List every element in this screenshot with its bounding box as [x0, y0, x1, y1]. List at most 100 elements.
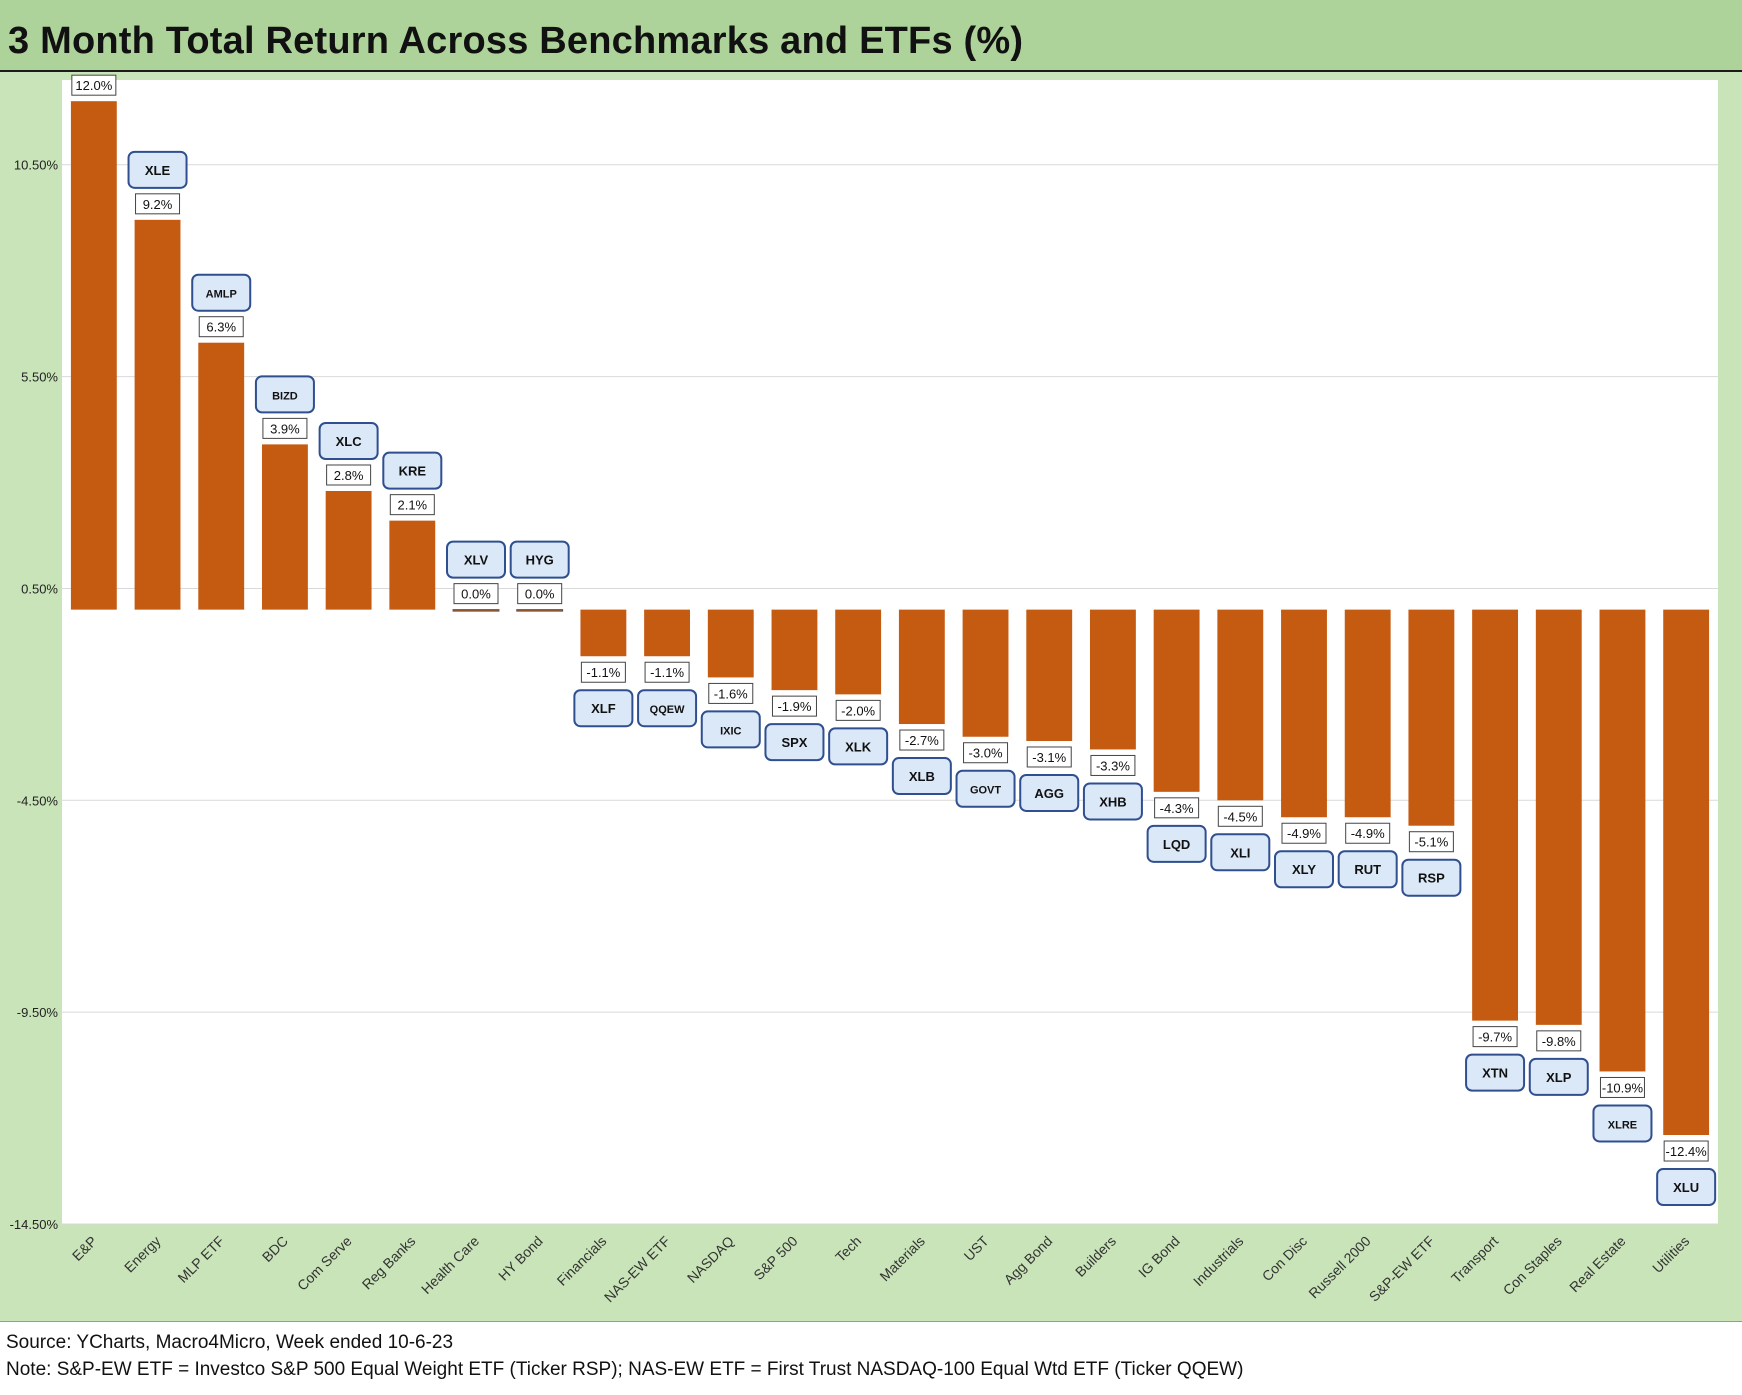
data-label-box — [963, 742, 1009, 764]
y-tick-label: -4.50% — [17, 793, 59, 808]
ticker-label: XLB — [909, 769, 935, 784]
data-label: 12.0% — [75, 78, 112, 93]
data-label: -1.1% — [650, 665, 684, 680]
x-tick-label: E&P — [69, 1233, 100, 1264]
data-label-box — [771, 695, 817, 717]
ticker-label: RUT — [1354, 862, 1381, 877]
ticker-box — [637, 689, 698, 728]
ticker-box — [955, 769, 1016, 808]
plot-area — [62, 80, 1718, 1224]
bar — [1599, 609, 1646, 1072]
data-label: -4.9% — [1351, 826, 1385, 841]
data-label-box — [708, 682, 754, 704]
x-tick-label: Tech — [832, 1233, 864, 1265]
data-label: -4.3% — [1160, 801, 1194, 816]
x-tick-label: Com Serve — [294, 1233, 355, 1294]
ticker-box — [1465, 1053, 1526, 1092]
bar — [325, 490, 372, 610]
ticker-label: XLC — [336, 434, 363, 449]
data-label: -1.9% — [777, 699, 811, 714]
data-label: -3.3% — [1096, 758, 1130, 773]
ticker-label: XLY — [1292, 862, 1316, 877]
bar — [1344, 609, 1391, 818]
ticker-label: SPX — [781, 735, 807, 750]
data-label-box — [326, 464, 372, 486]
bar — [707, 609, 754, 678]
bar — [1089, 609, 1136, 750]
data-label-box — [389, 494, 435, 516]
ticker-box — [1401, 858, 1462, 897]
ticker-label: AGG — [1034, 786, 1064, 801]
ticker-box — [254, 375, 315, 414]
x-tick-label: Con Disc — [1259, 1233, 1310, 1284]
ticker-label: AMLP — [206, 289, 237, 301]
x-tick-label: BDC — [259, 1233, 291, 1265]
data-label-box — [580, 661, 626, 683]
ticker-label: IXIC — [720, 725, 741, 737]
data-label: -10.9% — [1602, 1080, 1644, 1095]
data-label-box — [135, 193, 181, 215]
ticker-box — [1337, 850, 1398, 889]
ticker-label: XHB — [1099, 794, 1126, 809]
ticker-label: XLF — [591, 701, 616, 716]
bar — [1281, 609, 1327, 818]
data-label: -3.1% — [1032, 750, 1066, 765]
data-label: 6.3% — [206, 320, 236, 335]
bar — [198, 342, 245, 610]
bar — [1408, 609, 1455, 826]
bar — [1663, 609, 1710, 1136]
definition-note: Note: S&P-EW ETF = Investco S&P 500 Equa… — [6, 1359, 1244, 1380]
ticker-box — [1274, 850, 1334, 889]
bar — [580, 609, 627, 657]
x-tick-label: MLP ETF — [174, 1233, 227, 1286]
title-bar: 3 Month Total Return Across Benchmarks a… — [0, 0, 1742, 72]
y-tick-label: -14.50% — [10, 1217, 59, 1232]
y-tick-label: -9.50% — [17, 1005, 59, 1020]
data-label: 2.8% — [334, 468, 364, 483]
ticker-box — [1082, 782, 1143, 821]
data-label: 9.2% — [143, 197, 173, 212]
bar-chart: 10.50% 5.50% 0.50% -4.50% -9.50% -14.50% 12.0%… — [10, 74, 1718, 1305]
ticker-box — [1146, 824, 1207, 863]
data-label-box — [1536, 1030, 1582, 1052]
data-label: -4.9% — [1287, 826, 1321, 841]
ticker-label: XLU — [1673, 1180, 1699, 1195]
ticker-box — [1019, 773, 1080, 812]
source-note: Source: YCharts, Macro4Micro, Week ended… — [6, 1332, 454, 1353]
ticker-label: XLI — [1230, 845, 1250, 860]
x-tick-label: Builders — [1072, 1233, 1119, 1280]
data-label: -2.7% — [905, 733, 939, 748]
bar — [516, 609, 564, 612]
x-tick-label: Agg Bond — [1001, 1233, 1056, 1288]
ticker-box — [891, 757, 952, 796]
x-tick-label: S&P 500 — [750, 1233, 800, 1283]
ticker-label: XTN — [1482, 1066, 1508, 1081]
ticker-label: KRE — [399, 464, 427, 479]
data-label-box — [1217, 805, 1263, 827]
ticker-box — [127, 150, 188, 189]
x-tick-label: Utilities — [1649, 1233, 1692, 1276]
ticker-box — [764, 723, 825, 762]
x-tick-label: Financials — [554, 1233, 610, 1289]
data-label-box — [1408, 831, 1454, 853]
bar — [835, 609, 882, 695]
bar — [1026, 609, 1073, 741]
x-tick-label: IG Bond — [1135, 1233, 1183, 1281]
data-label-box — [1663, 1140, 1709, 1162]
ticker-label: XLE — [145, 163, 171, 178]
ticker-label: BIZD — [272, 390, 298, 402]
footer: Source: YCharts, Macro4Micro, Week ended… — [0, 1321, 1742, 1395]
ticker-box — [573, 689, 634, 728]
x-tick-label: Materials — [876, 1233, 927, 1284]
data-label: -1.6% — [714, 686, 748, 701]
data-label: 0.0% — [525, 587, 555, 602]
ticker-box — [446, 540, 506, 579]
ticker-label: XLK — [845, 739, 872, 754]
bar — [261, 444, 308, 610]
bar — [1217, 609, 1264, 801]
ticker-box — [318, 421, 379, 460]
x-tick-label: NASDAQ — [684, 1233, 737, 1286]
data-label: -12.4% — [1666, 1144, 1708, 1159]
bar — [452, 609, 500, 612]
data-label-box — [1599, 1076, 1645, 1098]
